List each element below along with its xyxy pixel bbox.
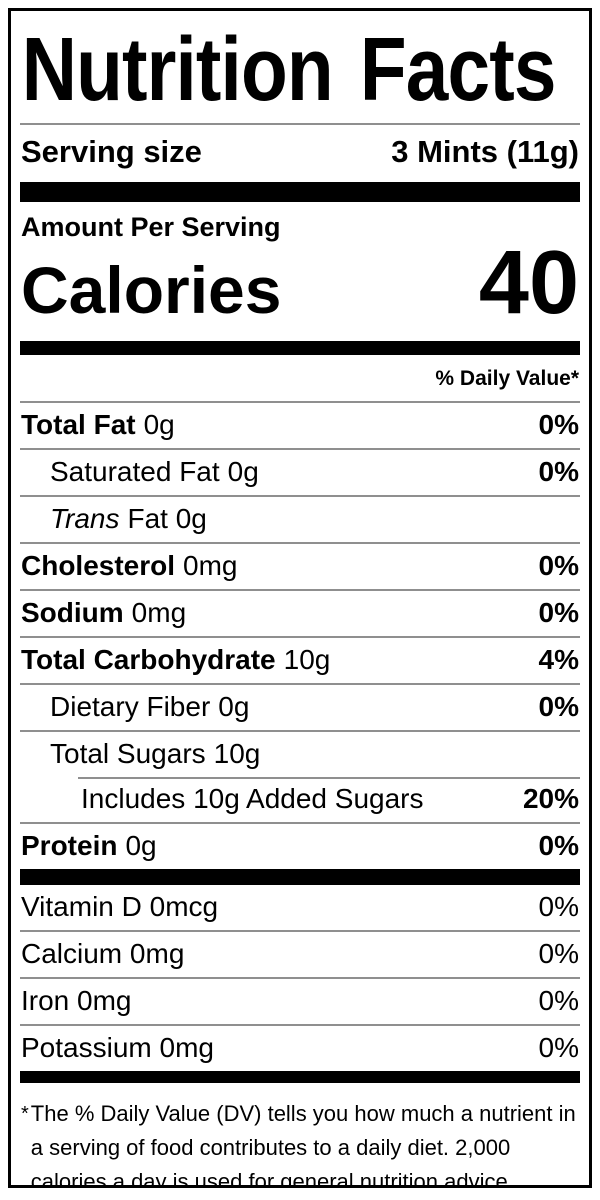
micronutrient-row-potassium: Potassium 0mg 0% (20, 1023, 580, 1071)
nutrient-row-sodium: Sodium 0mg 0% (20, 588, 580, 636)
nutrient-amount: 0g (125, 830, 157, 861)
footnote-text: The % Daily Value (DV) tells you how muc… (30, 1100, 576, 1188)
nutrient-amount: Fat 0g (127, 503, 207, 534)
footnote-asterisk: * (21, 1102, 29, 1125)
nutrient-row-trans-fat: Trans Fat 0g (20, 494, 580, 542)
nutrient-row-saturated-fat: Saturated Fat 0g 0% (20, 447, 580, 495)
nutrient-name: Total Carbohydrate (21, 644, 276, 675)
nutrient-name: Calcium (21, 938, 123, 969)
serving-size-row: Serving size 3 Mints (11g) (20, 123, 580, 182)
nutrient-dv: 0% (538, 891, 579, 922)
nutrient-amount: 10g (283, 644, 331, 675)
nutrient-name: Total Fat (21, 409, 136, 440)
nutrient-row-total-carbohydrate: Total Carbohydrate 10g 4% (20, 635, 580, 683)
calories-value: 40 (478, 233, 579, 333)
nutrient-amount: 0mg (183, 550, 238, 581)
nutrient-name: Cholesterol (21, 550, 176, 581)
nutrient-name: Iron (21, 985, 70, 1016)
nutrient-dv: 4% (538, 644, 579, 675)
nutrient-dv: 0% (538, 938, 579, 969)
nutrient-amount: 0g (143, 409, 175, 440)
nutrient-row-total-fat: Total Fat 0g 0% (20, 400, 580, 448)
nutrient-rows: Total Fat 0g 0% Saturated Fat 0g 0% Tran… (20, 400, 580, 869)
nutrient-dv: 0% (538, 597, 579, 628)
nutrient-dv: 0% (538, 830, 579, 861)
nutrient-amount: 0g (218, 691, 250, 722)
nutrient-amount: 0mg (129, 938, 185, 969)
serving-size-value: 3 Mints (11g) (391, 134, 579, 169)
nutrient-row-protein: Protein 0g 0% (20, 821, 580, 869)
nutrient-amount: 0g (227, 456, 259, 487)
micronutrient-row-calcium: Calcium 0mg 0% (20, 929, 580, 977)
label-title: Nutrition Facts (21, 20, 557, 120)
amount-per-serving-header: Amount Per Serving (21, 212, 281, 242)
micronutrient-row-vitamin-d: Vitamin D 0mcg 0% (20, 885, 580, 930)
nutrient-dv: 0% (538, 550, 579, 581)
nutrient-name: Dietary Fiber (50, 691, 211, 722)
nutrient-name: Potassium (21, 1032, 152, 1063)
nutrient-name: Protein (21, 830, 118, 861)
nutrient-name: Vitamin D (21, 891, 142, 922)
nutrient-amount: 0mcg (149, 891, 219, 922)
daily-value-footnote: * The % Daily Value (DV) tells you how m… (20, 1083, 580, 1188)
nutrient-dv: 20% (522, 783, 579, 814)
nutrient-name: Saturated Fat (50, 456, 220, 487)
nutrient-row-total-sugars: Total Sugars 10g (20, 729, 580, 777)
micronutrient-row-iron: Iron 0mg 0% (20, 976, 580, 1024)
thick-divider-bar (20, 182, 580, 202)
medium-divider-bar (20, 340, 580, 355)
nutrient-dv: 0% (538, 691, 579, 722)
calories-row: Calories 40 (20, 233, 580, 333)
serving-size-label: Serving size (21, 134, 202, 169)
calories-label: Calories (21, 253, 282, 327)
nutrition-facts-label: Nutrition Facts Serving size 3 Mints (11… (8, 8, 592, 1188)
nutrient-row-cholesterol: Cholesterol 0mg 0% (20, 541, 580, 589)
nutrient-row-dietary-fiber: Dietary Fiber 0g 0% (20, 682, 580, 730)
nutrient-dv: 0% (538, 985, 579, 1016)
nutrient-dv: 0% (538, 456, 579, 487)
nutrient-name: Total Sugars (50, 738, 206, 769)
nutrient-dv: 0% (538, 1032, 579, 1063)
nutrient-row-added-sugars: Includes 10g Added Sugars 20% (20, 776, 580, 822)
nutrient-amount: 10g (213, 738, 261, 769)
daily-value-header: % Daily Value* (435, 366, 579, 390)
nutrient-name: Sodium (21, 597, 124, 628)
thin-divider-bar (20, 1070, 580, 1083)
nutrient-amount: 0mg (131, 597, 187, 628)
nutrient-name: Includes 10g Added Sugars (81, 783, 424, 814)
nutrient-dv: 0% (538, 409, 579, 440)
nutrient-name: Trans (50, 503, 120, 534)
thick-divider-bar (20, 868, 580, 885)
micronutrient-rows: Vitamin D 0mcg 0% Calcium 0mg 0% Iron 0m… (20, 885, 580, 1071)
nutrient-amount: 0mg (159, 1032, 214, 1063)
nutrient-amount: 0mg (77, 985, 132, 1016)
